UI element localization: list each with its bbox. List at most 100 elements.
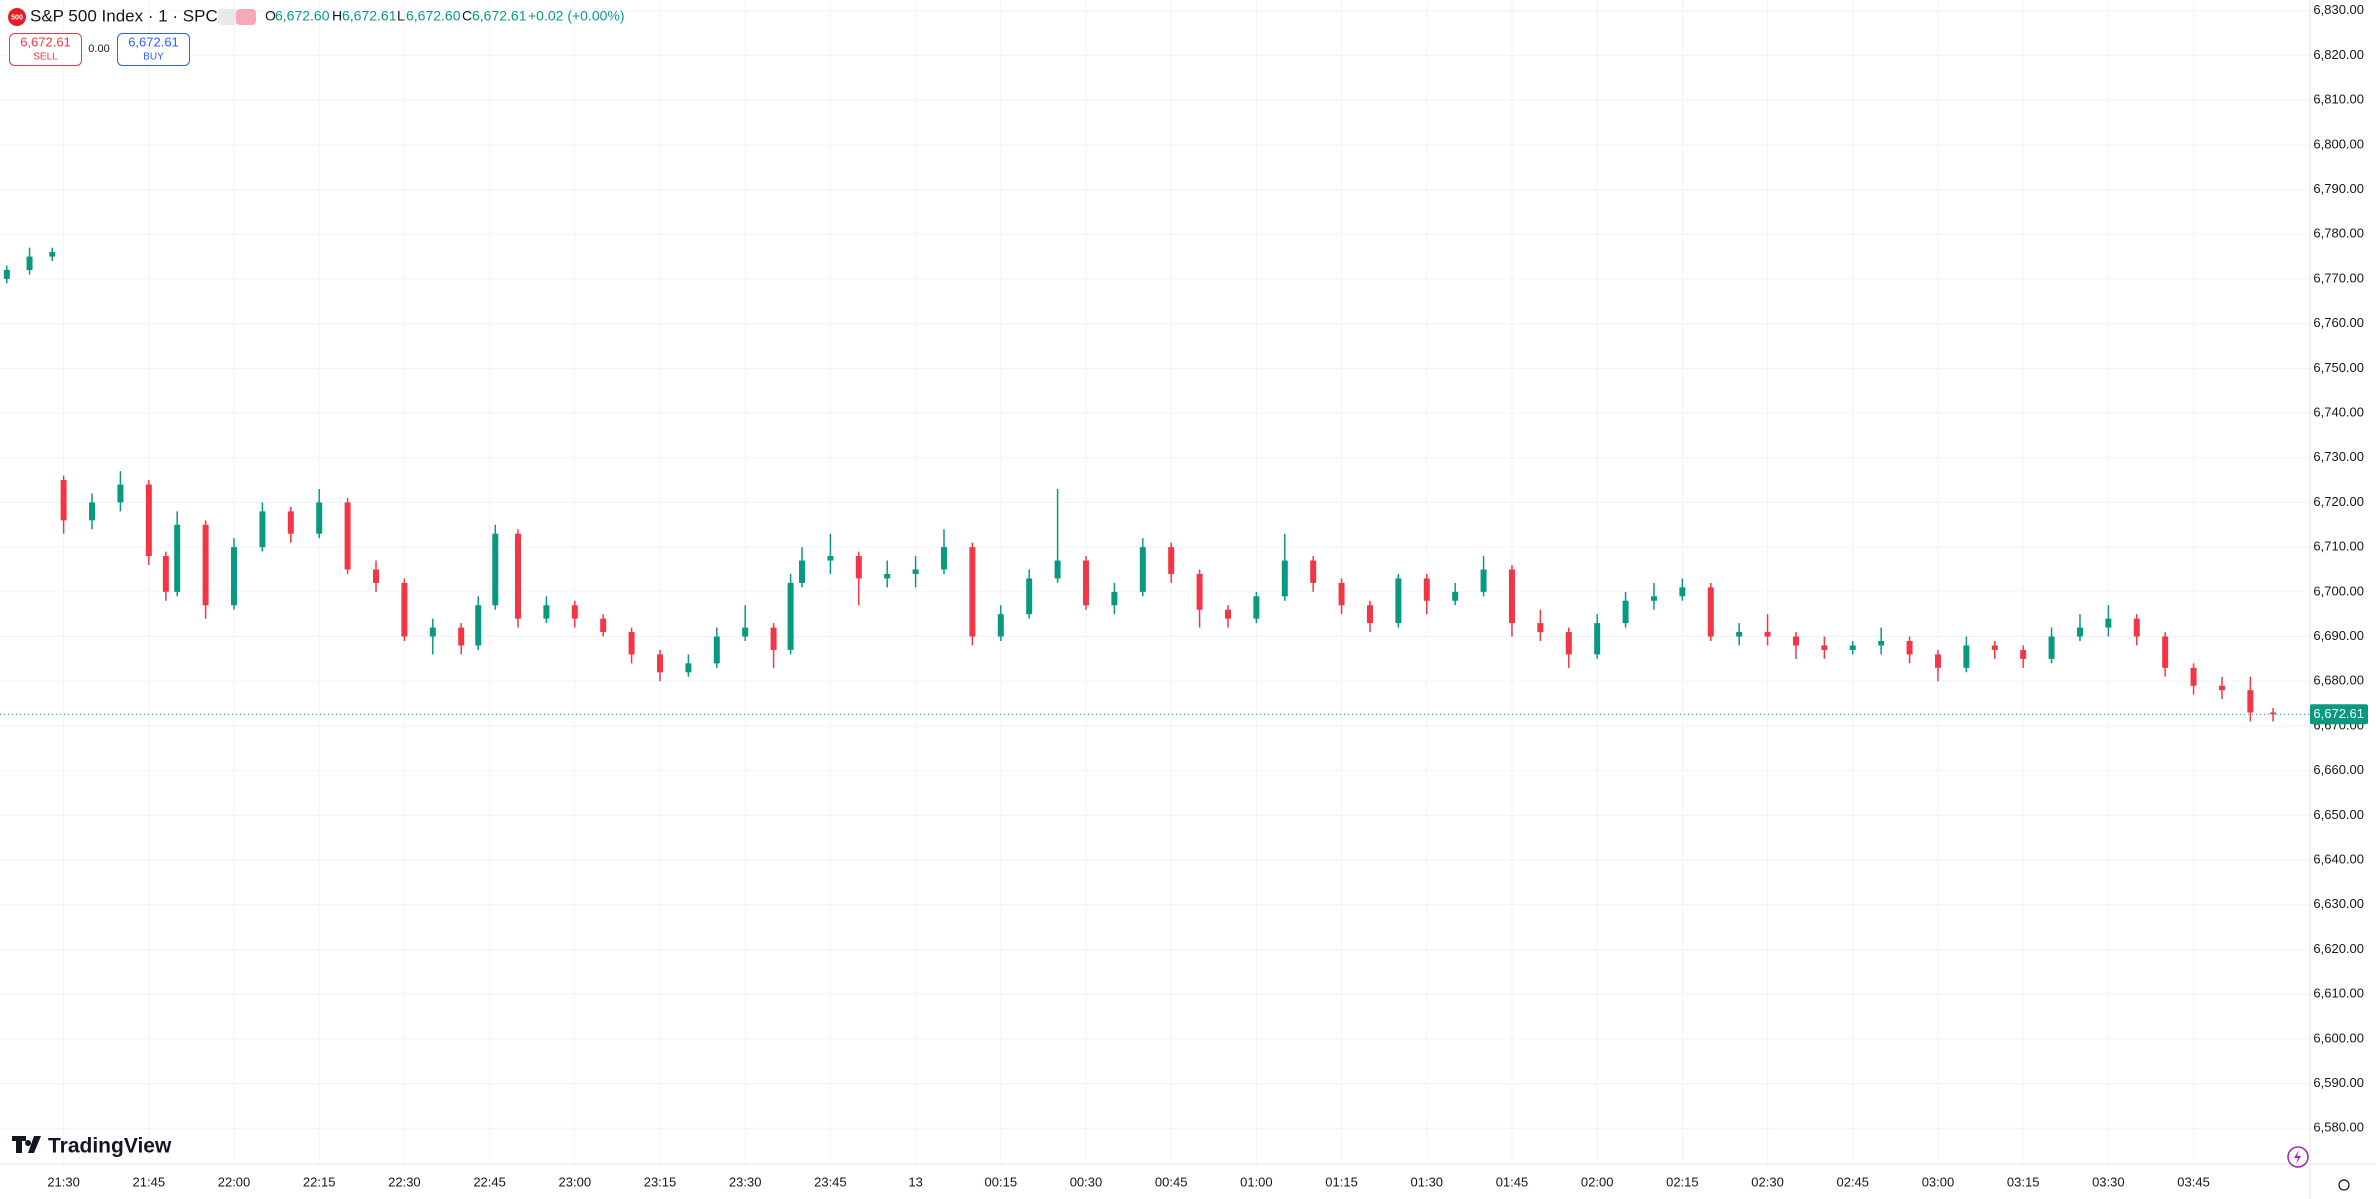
buy-label: BUY (143, 52, 164, 63)
candle-body (2162, 636, 2169, 668)
y-tick-label: 6,830.00 (2313, 2, 2364, 17)
sell-button[interactable] (9, 33, 82, 66)
spread: 0.00 (88, 43, 109, 55)
candle-body (1310, 560, 1317, 583)
candle-body (742, 627, 749, 637)
candle-body (1707, 587, 1714, 637)
candle-body (2133, 618, 2140, 637)
candle-body (770, 627, 777, 650)
x-tick-label: 22:15 (303, 1174, 336, 1189)
y-tick-label: 6,780.00 (2313, 226, 2364, 241)
y-tick-label: 6,600.00 (2313, 1030, 2364, 1045)
logo-text[interactable]: TradingView (48, 1135, 172, 1158)
last-price-box (2310, 704, 2368, 725)
candle-body (1168, 547, 1175, 574)
candle-body (60, 480, 67, 521)
candle-body (117, 484, 124, 503)
settings-button[interactable] (2338, 1179, 2350, 1191)
candle-body (1111, 591, 1118, 606)
buy-price: 6,672.61 (128, 34, 179, 49)
candle-body (2190, 667, 2197, 686)
candle-body (940, 547, 947, 570)
x-tick-label: 23:45 (814, 1174, 847, 1189)
status-pill[interactable] (218, 9, 238, 25)
x-tick-label: 02:00 (1581, 1174, 1614, 1189)
lightning-icon (2294, 1150, 2301, 1164)
x-tick-label: 01:00 (1240, 1174, 1273, 1189)
candle-body (89, 502, 96, 521)
y-tick-label: 6,760.00 (2313, 315, 2364, 330)
ohlc-value: 6,672.61 (472, 8, 527, 24)
x-tick-label: 03:30 (2092, 1174, 2125, 1189)
candle-body (1934, 654, 1941, 668)
y-tick-label: 6,710.00 (2313, 539, 2364, 554)
lightning-button[interactable] (2287, 1146, 2309, 1168)
ohlc-label: O (265, 8, 276, 24)
sell-label: SELL (33, 52, 58, 63)
x-tick-label: 01:45 (1496, 1174, 1529, 1189)
candle-body (2247, 690, 2254, 713)
symbol-badge: 500 (11, 14, 23, 21)
candle-body (685, 663, 692, 673)
candle-body (344, 502, 351, 570)
candle-body (1736, 632, 1743, 637)
x-tick-label: 02:15 (1666, 1174, 1699, 1189)
candle-body (2105, 618, 2112, 628)
y-tick-label: 6,610.00 (2313, 986, 2364, 1001)
x-tick-label: 01:15 (1325, 1174, 1358, 1189)
candle-body (475, 605, 482, 646)
y-tick-label: 6,680.00 (2313, 673, 2364, 688)
x-tick-label: 03:45 (2177, 1174, 2210, 1189)
candle-body (202, 524, 209, 606)
candle-body (1253, 596, 1260, 619)
y-tick-label: 6,590.00 (2313, 1075, 2364, 1090)
buy-button[interactable] (117, 33, 190, 66)
x-tick-label: 00:45 (1155, 1174, 1188, 1189)
candle-body (1565, 632, 1572, 655)
candle-body (1452, 591, 1459, 601)
y-tick-label: 6,810.00 (2313, 92, 2364, 107)
x-tick-label: 21:45 (133, 1174, 166, 1189)
x-tick-label: 23:15 (644, 1174, 677, 1189)
x-tick-label: 23:30 (729, 1174, 762, 1189)
ohlc-label: L (397, 8, 405, 24)
candle-body (1878, 641, 1885, 646)
x-tick-label: 02:45 (1836, 1174, 1869, 1189)
candle-body (26, 256, 33, 270)
y-tick-label: 6,690.00 (2313, 628, 2364, 643)
logo-mark[interactable] (12, 1136, 41, 1153)
candle-body (1082, 560, 1089, 606)
y-tick-label: 6,630.00 (2313, 896, 2364, 911)
x-tick-label: 03:00 (1922, 1174, 1955, 1189)
candle-body (1395, 578, 1402, 624)
candle-body (1366, 605, 1373, 624)
ohlc-value: 6,672.61 (342, 8, 397, 24)
y-tick-label: 6,740.00 (2313, 404, 2364, 419)
candle-body (1508, 569, 1515, 624)
candle-body (145, 484, 152, 557)
status-pill[interactable] (236, 9, 256, 25)
candle-body (997, 614, 1004, 637)
symbol-title[interactable]: S&P 500 Index · 1 · SPCFD (30, 6, 240, 25)
candle-body (1054, 560, 1061, 579)
candle-body (969, 547, 976, 637)
candle-body (1423, 578, 1430, 601)
candle-body (543, 605, 550, 619)
candle-body (316, 502, 323, 534)
candle-body (49, 252, 56, 257)
ohlc-label: C (462, 8, 472, 24)
candle-body (855, 556, 862, 579)
y-tick-label: 6,700.00 (2313, 583, 2364, 598)
y-tick-label: 6,580.00 (2313, 1120, 2364, 1135)
candle-body (2270, 712, 2277, 715)
candle-body (2048, 636, 2055, 659)
y-tick-label: 6,750.00 (2313, 360, 2364, 375)
candle-body (174, 524, 181, 592)
candle-body (1480, 569, 1487, 592)
x-tick-label: 22:30 (388, 1174, 421, 1189)
candle-body (1963, 645, 1970, 668)
candle-body (571, 605, 578, 619)
candle-body (912, 569, 919, 574)
candle-body (1139, 547, 1146, 592)
